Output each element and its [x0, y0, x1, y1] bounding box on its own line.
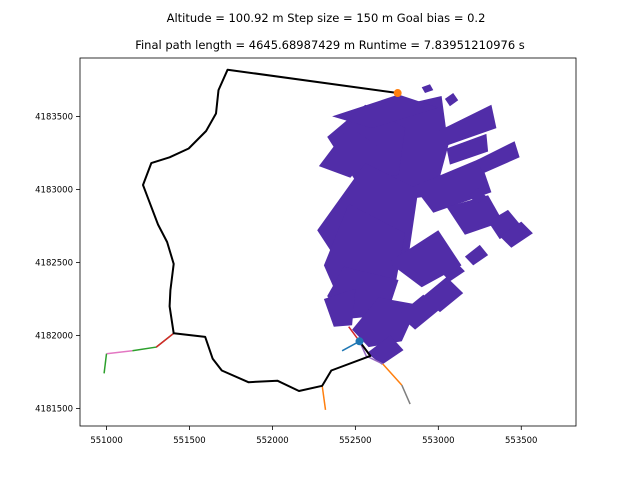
tree-branch-line: [358, 340, 384, 365]
start-marker: [355, 337, 364, 346]
x-tick-label: 551500: [173, 436, 205, 446]
path-layer: [142, 68, 398, 392]
obstacle-polygon: [421, 84, 434, 93]
marker-layer: [355, 89, 402, 346]
final-path-line: [142, 68, 398, 392]
obstacle-polygon: [332, 94, 439, 129]
y-tick-label: 4183000: [35, 185, 73, 195]
tree-branch-line: [155, 332, 175, 348]
obstacle-polygon: [499, 221, 533, 248]
obstacle-polygon: [367, 335, 404, 365]
obstacle-polygon: [352, 297, 419, 348]
obstacle-polygon: [413, 158, 492, 213]
x-tick-label: 553500: [505, 436, 537, 446]
obstacle-polygon: [464, 244, 489, 266]
y-tick-label: 4183500: [35, 112, 73, 122]
x-tick-label: 552000: [256, 436, 288, 446]
x-tick-label: 553000: [422, 436, 454, 446]
x-axis: 551000 551500 552000 552500 553000 553500: [90, 426, 537, 446]
obstacle-polygon: [421, 277, 464, 313]
chart-subtitle: Final path length = 4645.68987429 m Runt…: [135, 38, 525, 52]
tree-branch-line: [106, 350, 133, 355]
tree-branch-line: [321, 385, 327, 411]
tree-layer: [103, 326, 411, 411]
obstacle-polygon: [468, 188, 487, 204]
obstacle-polygon: [438, 104, 497, 146]
tree-branch-line: [382, 363, 403, 386]
obstacle-polygon: [446, 195, 503, 235]
obstacle-layer: [317, 84, 533, 365]
y-tick-label: 4181500: [35, 404, 73, 414]
obstacle-polygon: [488, 209, 522, 240]
goal-marker: [393, 89, 402, 98]
tree-branch-line: [103, 353, 108, 374]
obstacle-polygon: [446, 133, 489, 165]
obstacle-polygon: [318, 126, 377, 178]
x-tick-label: 551000: [90, 436, 122, 446]
obstacle-polygon: [444, 93, 459, 107]
plot-frame: [79, 57, 577, 427]
obstacle-polygon: [323, 288, 356, 327]
tree-branch-line: [401, 384, 411, 405]
obstacle-polygon: [441, 261, 465, 282]
chart-title: Altitude = 100.92 m Step size = 150 m Go…: [167, 11, 486, 25]
y-axis: 4181500 4182000 4182500 4183000 4183500: [35, 112, 80, 414]
y-tick-label: 4182000: [35, 331, 73, 341]
obstacle-polygon: [476, 141, 520, 174]
x-tick-label: 552500: [339, 436, 371, 446]
y-tick-label: 4182500: [35, 258, 73, 268]
obstacle-polygon: [398, 294, 439, 330]
